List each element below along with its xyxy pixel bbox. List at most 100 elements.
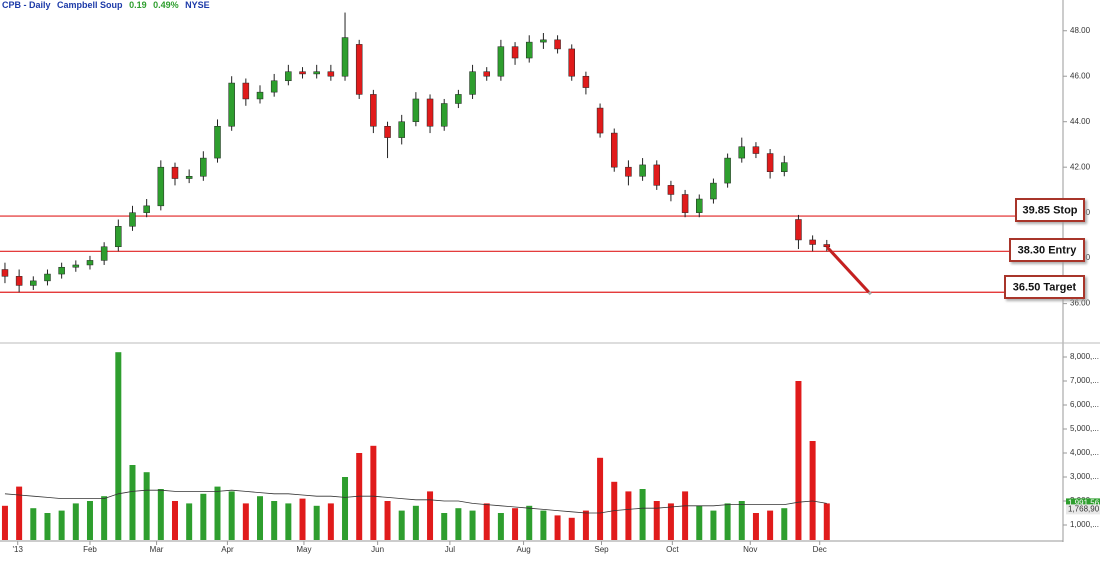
last-volume-label: 1,991,56 (1068, 499, 1100, 508)
candle-body (511, 46, 519, 59)
candle-body (681, 194, 689, 213)
volume-bar (242, 503, 249, 540)
candle-body (696, 198, 703, 213)
candle-body (313, 71, 320, 75)
volume-bar (568, 517, 575, 540)
x-tick-label: Apr (221, 545, 234, 554)
candle-body (440, 103, 448, 127)
ma-label: 1,768,90 (1068, 505, 1100, 514)
volume-bar (823, 503, 830, 540)
candle-body (1, 269, 9, 277)
candle-body (285, 71, 292, 82)
volume-bar (781, 508, 788, 540)
candle-body (596, 107, 604, 134)
volume-tick-label: 7,000,... (1070, 376, 1099, 385)
candle-body (766, 153, 774, 172)
candle-body (242, 82, 250, 100)
volume-bar (200, 493, 207, 540)
candle-body (752, 146, 760, 154)
candle-body (582, 75, 590, 88)
candle-body (100, 246, 108, 261)
volume-bar (412, 505, 419, 540)
x-tick-label: Mar (150, 545, 164, 554)
candle-body (15, 276, 23, 286)
volume-bar (313, 505, 320, 540)
volume-bar (299, 498, 306, 540)
candle-body (823, 244, 831, 248)
volume-bar (795, 381, 802, 540)
candle-body (667, 185, 675, 195)
candle-body (653, 164, 661, 186)
candle-body (115, 226, 122, 248)
ma-flag (1066, 504, 1100, 515)
volume-bar (171, 501, 178, 540)
volume-tick-label: 3,000,... (1070, 472, 1099, 481)
candle-body (738, 146, 746, 159)
candle-body (228, 82, 235, 127)
candle-body (200, 157, 207, 177)
volume-bar (554, 515, 561, 540)
volume-bar (738, 501, 745, 540)
candle-body (30, 280, 37, 286)
volume-bar (667, 503, 674, 540)
projection-arrow (825, 245, 870, 294)
chart-title: CPB - Daily Campbell Soup 0.19 0.49% NYS… (2, 0, 210, 10)
candle-body (809, 239, 816, 245)
volume-bar (710, 510, 717, 540)
volume-bar (228, 491, 235, 540)
candle-body (426, 98, 434, 127)
candle-body (370, 94, 377, 127)
volume-ma (4, 489, 827, 514)
candle-body (214, 125, 221, 159)
y-tick-label: 48.00 (1070, 26, 1091, 35)
volume-bar (441, 513, 448, 540)
exchange: NYSE (185, 0, 210, 10)
candle-body (384, 125, 391, 138)
volume-bar (115, 352, 122, 540)
volume-tick-label: 1,000,... (1070, 520, 1099, 529)
y-tick-label: 44.00 (1070, 117, 1091, 126)
x-tick-label: Dec (813, 545, 827, 554)
volume-bar (809, 441, 816, 540)
y-tick-label: 36.00 (1070, 299, 1091, 308)
candle-body (398, 121, 405, 138)
candle-body (525, 41, 533, 59)
candle-body (355, 44, 363, 95)
x-tick-label: Nov (743, 545, 757, 554)
candle-body (143, 205, 150, 213)
level-box (1009, 238, 1085, 262)
candle-body (483, 71, 490, 77)
volume-bar (370, 445, 377, 540)
volume-bar (72, 503, 79, 540)
company: Campbell Soup (57, 0, 123, 10)
candle-body (185, 176, 193, 179)
candle-body (625, 166, 632, 177)
candle-body (795, 219, 802, 241)
volume-tick-label: 8,000,... (1070, 352, 1099, 361)
volume-tick-label: 6,000,... (1070, 400, 1099, 409)
candle-body (568, 48, 575, 77)
candle-body (639, 164, 646, 177)
y-tick-label: 46.00 (1070, 71, 1091, 80)
candle-body (540, 39, 547, 43)
level-box (1015, 198, 1085, 222)
candle-body (412, 98, 420, 122)
volume-bar (129, 465, 136, 540)
volume-bar (143, 472, 150, 540)
volume-bar (58, 510, 65, 540)
volume-bar (30, 508, 37, 540)
candle-body (58, 266, 65, 275)
volume-bar (1, 505, 8, 540)
candle-body (171, 166, 179, 179)
x-tick-label: Jun (371, 545, 384, 554)
volume-bar (767, 510, 774, 540)
candle-body (610, 132, 618, 168)
volume-bar (512, 508, 519, 540)
volume-bar (427, 491, 434, 540)
level-label: 36.50 Target (1013, 281, 1077, 293)
level-label: 38.30 Entry (1018, 244, 1078, 256)
volume-bar (271, 501, 278, 540)
volume-bar (724, 503, 731, 540)
